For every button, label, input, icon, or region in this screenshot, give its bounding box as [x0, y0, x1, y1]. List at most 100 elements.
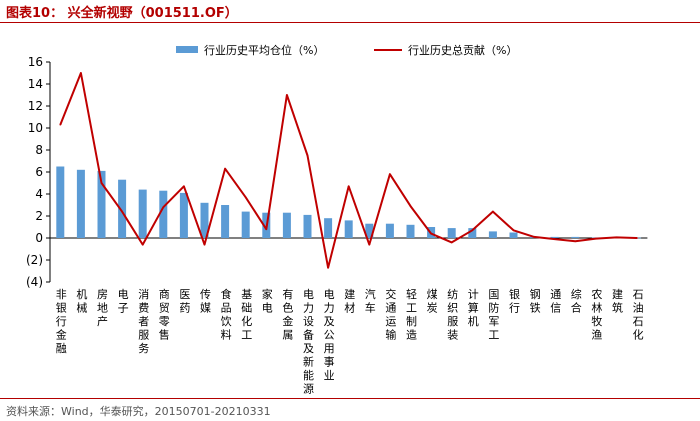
category-label: 基础化工: [241, 288, 252, 342]
bar: [138, 189, 147, 238]
line-point: [100, 182, 103, 184]
category-label: 钢铁: [530, 288, 541, 315]
category-label: 非银行金融: [56, 288, 67, 355]
y-tick-label: 16: [28, 55, 43, 69]
bar: [303, 214, 312, 238]
category-label: 纺织服装: [447, 287, 458, 342]
bar: [447, 228, 456, 238]
line-point: [430, 232, 432, 235]
line-point: [203, 243, 206, 246]
bar: [365, 223, 374, 238]
source-note: 资料来源：Wind，华泰研究，20150701-20210331: [6, 405, 271, 418]
bar: [56, 166, 65, 238]
bar: [76, 169, 85, 238]
category-label: 医药: [179, 288, 190, 315]
chart-title: 图表10： 兴全新视野（001511.OF）: [6, 6, 238, 21]
category-label: 计算机: [468, 288, 479, 328]
line-point: [141, 243, 144, 246]
legend-line-label: 行业历史总贡献（%）: [408, 43, 517, 57]
axes: 16 14 12 10 8 6 4 2 0 (2) (4): [26, 55, 648, 289]
category-label: 食品饮料: [221, 287, 232, 342]
line-point: [595, 237, 597, 240]
line-point: [368, 243, 371, 246]
category-label: 电力及公用事业: [324, 288, 335, 382]
category-label: 电力设备及新能源: [303, 288, 314, 396]
legend-bar-label: 行业历史平均仓位（%）: [204, 43, 324, 57]
chart: 行业历史平均仓位（%） 行业历史总贡献（%） 16 14 12 10 8 6 4 2 0 (2) (…: [26, 43, 648, 396]
category-label: 电子: [118, 288, 129, 315]
category-label: 家电: [262, 287, 273, 315]
line-point: [327, 266, 329, 269]
line-point: [471, 229, 474, 232]
line-point: [162, 206, 165, 208]
category-label: 商贸零售: [159, 287, 170, 342]
category-label: 机械: [76, 287, 87, 315]
line-point: [553, 238, 556, 240]
category-label: 轻工制造: [406, 287, 417, 342]
bar: [550, 236, 559, 238]
category-label: 消费者服务: [138, 287, 149, 355]
bar: [221, 205, 230, 238]
y-tick-label: 6: [35, 165, 43, 179]
line-point: [265, 228, 268, 230]
line-point: [636, 237, 638, 239]
y-tick-label: 4: [35, 187, 43, 201]
y-tick-label: 0: [35, 231, 43, 245]
line-point: [574, 240, 577, 243]
y-tick-label: 2: [35, 209, 43, 223]
bar: [385, 223, 394, 238]
y-tick-label: 8: [35, 143, 43, 157]
line-point: [389, 173, 391, 175]
line-point: [450, 241, 453, 244]
bar: [282, 212, 291, 238]
category-label: 有色金属: [282, 287, 293, 342]
line-point: [80, 72, 82, 74]
y-tick-label: (4): [26, 275, 43, 289]
bar: [324, 218, 333, 238]
category-label: 建材: [344, 287, 355, 315]
bar: [406, 224, 415, 238]
bar: [571, 236, 580, 238]
bar: [159, 190, 168, 238]
bar: [241, 211, 250, 238]
y-tick-label: 10: [28, 121, 43, 135]
y-tick-label: 12: [28, 99, 43, 113]
category-label: 汽车: [365, 287, 376, 315]
legend-bar-swatch: [176, 46, 198, 53]
bar: [200, 202, 209, 238]
bar: [344, 220, 353, 238]
line-point: [306, 154, 309, 157]
line-point: [533, 236, 535, 238]
line-point: [409, 205, 412, 207]
line-point: [59, 123, 62, 126]
category-label: 农林牧渔: [591, 287, 602, 342]
category-labels: 非银行金融机械房地产电子消费者服务商贸零售医药传媒食品饮料基础化工家电有色金属电…: [56, 287, 644, 396]
category-label: 煤炭: [427, 288, 438, 315]
bar: [488, 231, 497, 238]
category-label: 传媒: [200, 288, 211, 315]
bar: [468, 228, 477, 238]
category-label: 建筑: [612, 287, 623, 315]
category-label: 通信: [550, 288, 561, 315]
bar: [179, 192, 188, 238]
line-point: [492, 210, 494, 213]
line-point: [121, 210, 123, 213]
line-point: [615, 236, 618, 239]
line-series: [59, 72, 638, 269]
line-point: [512, 229, 515, 232]
category-label: 房地产: [97, 288, 108, 328]
category-label: 银行: [509, 287, 520, 315]
category-label: 交通运输: [385, 287, 396, 342]
line-point: [286, 94, 288, 96]
line-point: [224, 167, 226, 170]
bars: [56, 166, 642, 239]
bar: [509, 232, 518, 238]
category-label: 综合: [571, 287, 582, 315]
bar: [97, 170, 106, 238]
y-tick-label: (2): [26, 253, 43, 267]
category-label: 石油石化: [633, 288, 644, 342]
line-point: [347, 185, 350, 188]
line-point: [183, 185, 185, 188]
title-bar: [0, 0, 700, 23]
bar: [118, 179, 127, 238]
